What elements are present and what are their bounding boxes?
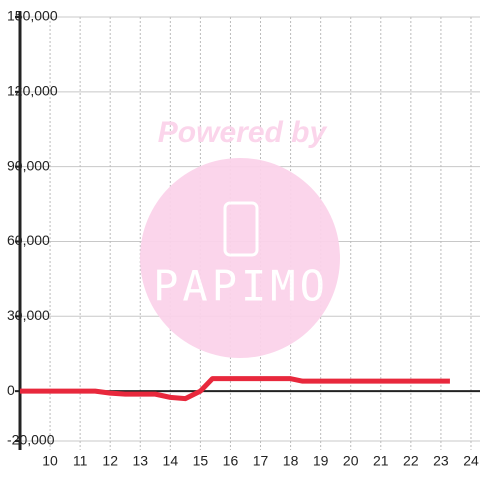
y-tick-label: 120,000 <box>7 83 58 99</box>
x-tick-label: 24 <box>463 453 479 469</box>
y-tick-label: 90,000 <box>7 157 50 173</box>
y-tick-label: -20,000 <box>7 432 55 448</box>
data-line <box>20 376 450 402</box>
x-tick-label: 20 <box>343 453 359 469</box>
watermark-circle <box>140 158 340 358</box>
x-tick-label: 15 <box>193 453 209 469</box>
watermark: Powered by PAPIMO <box>140 116 340 358</box>
x-tick-label: 16 <box>223 453 239 469</box>
x-tick-label: 22 <box>403 453 419 469</box>
x-tick-label: 17 <box>253 453 269 469</box>
x-tick-label: 21 <box>373 453 389 469</box>
x-tick-label: 13 <box>132 453 148 469</box>
watermark-logo: PAPIMO <box>153 262 329 311</box>
x-tick-label: 23 <box>433 453 449 469</box>
y-tick-label: 0 <box>7 382 15 398</box>
x-tick-label: 19 <box>313 453 329 469</box>
watermark-phone <box>223 201 259 257</box>
x-tick-label: 10 <box>42 453 58 469</box>
y-tick-label: 30,000 <box>7 307 50 323</box>
x-tick-label: 12 <box>102 453 118 469</box>
x-tick-label: 11 <box>73 453 88 469</box>
y-tick-label: 150,000 <box>7 8 58 24</box>
y-tick-label: 60,000 <box>7 232 50 248</box>
watermark-text: Powered by <box>158 116 328 149</box>
x-tick-label: 14 <box>163 453 179 469</box>
plot: 10 11 12 13 14 15 16 17 18 19 20 21 22 23 24 -20,000 0 30… <box>7 8 480 469</box>
x-tick-label: 18 <box>283 453 299 469</box>
